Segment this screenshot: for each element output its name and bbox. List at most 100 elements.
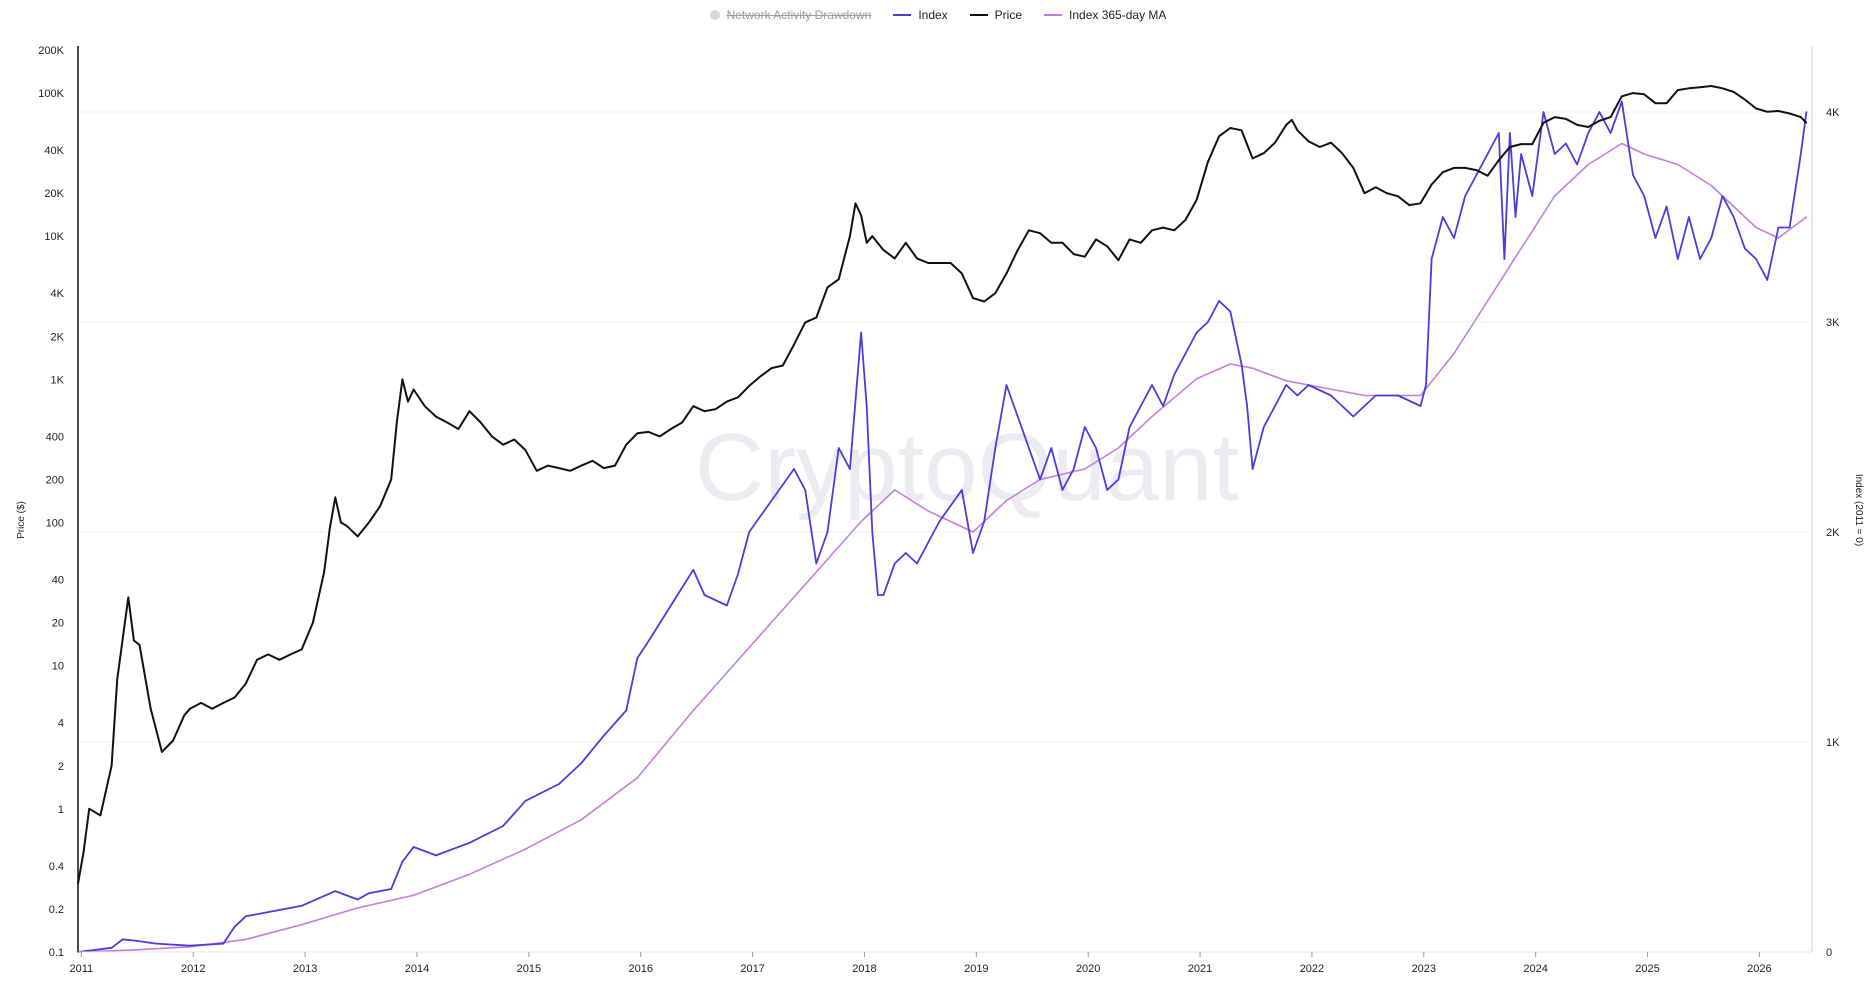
data-point: [211, 708, 213, 710]
data-point: [1039, 478, 1041, 481]
data-point: [1699, 258, 1701, 260]
legend-item-2[interactable]: Price: [969, 8, 1022, 22]
data-point: [1503, 258, 1506, 260]
data-point: [1162, 405, 1164, 407]
data-point: [1486, 174, 1489, 177]
data-point: [345, 524, 348, 527]
data-point: [1251, 157, 1254, 160]
right-tick-label: 2K: [1826, 527, 1840, 539]
data-point: [1587, 132, 1590, 134]
data-point: [1632, 174, 1634, 176]
data-point: [1486, 300, 1489, 302]
x-tick-label: 2015: [517, 963, 541, 975]
data-point: [1274, 141, 1276, 144]
data-point: [865, 405, 868, 407]
data-point: [1766, 111, 1769, 113]
data-point: [1184, 219, 1187, 221]
data-point: [1755, 107, 1757, 110]
data-point: [1140, 405, 1142, 407]
data-point: [1777, 226, 1780, 229]
gridlines: [78, 111, 1812, 743]
data-point: [1464, 167, 1466, 169]
data-point: [916, 257, 918, 260]
data-point: [1777, 110, 1780, 112]
data-point: [396, 421, 398, 424]
data-point: [468, 410, 471, 413]
data-point: [647, 640, 650, 642]
data-point: [949, 262, 952, 264]
data-point: [1721, 195, 1724, 197]
data-point: [1028, 447, 1030, 449]
data-point: [1095, 447, 1097, 449]
data-point: [726, 400, 728, 403]
data-point: [972, 552, 974, 554]
data-point: [200, 702, 202, 704]
data-point: [580, 464, 583, 467]
data-point: [1598, 120, 1601, 122]
data-point: [681, 421, 683, 424]
data-point: [356, 535, 359, 538]
left-tick-label: 1: [58, 804, 64, 816]
x-tick-label: 2012: [181, 963, 205, 975]
data-point: [658, 435, 661, 438]
data-point: [972, 531, 974, 533]
data-point: [994, 292, 997, 295]
data-point: [1352, 415, 1355, 418]
data-point: [692, 569, 695, 571]
data-point: [703, 594, 706, 596]
legend-item-3[interactable]: Index 365-day MA: [1044, 8, 1166, 22]
data-point: [1229, 127, 1232, 129]
data-point: [289, 653, 292, 656]
data-point: [1419, 405, 1422, 407]
data-point: [1117, 259, 1120, 262]
data-point: [368, 521, 370, 524]
data-point: [580, 762, 583, 764]
data-point: [759, 375, 762, 378]
data-point: [547, 464, 549, 467]
legend-item-0[interactable]: Network Activity Drawdown: [709, 8, 871, 22]
data-point: [1386, 192, 1388, 194]
data-point: [1374, 186, 1377, 188]
data-point: [1665, 205, 1668, 208]
data-point: [1430, 183, 1433, 186]
data-point: [804, 321, 806, 324]
data-point: [446, 421, 449, 424]
data-point: [826, 286, 829, 289]
data-point: [407, 400, 409, 403]
data-point: [1654, 102, 1657, 104]
data-point: [1621, 100, 1623, 103]
data-point: [1005, 384, 1008, 386]
data-point: [1732, 216, 1735, 218]
data-point: [1677, 258, 1679, 260]
data-point: [865, 242, 868, 244]
data-point: [748, 385, 750, 387]
data-point: [390, 888, 393, 890]
data-point: [1744, 98, 1746, 101]
data-point: [849, 235, 851, 237]
data-point: [149, 708, 152, 710]
data-point: [1374, 394, 1377, 397]
data-point: [189, 944, 191, 947]
data-point: [1531, 195, 1534, 197]
data-point: [300, 905, 303, 907]
data-point: [737, 573, 739, 575]
data-point: [88, 808, 90, 810]
data-point: [300, 648, 303, 651]
x-tick-label: 2011: [70, 963, 94, 975]
data-point: [871, 235, 874, 237]
data-point: [893, 489, 896, 491]
data-point: [815, 562, 818, 565]
data-point: [1251, 367, 1254, 370]
data-point: [312, 621, 314, 624]
x-tick-label: 2019: [964, 963, 988, 975]
data-point: [328, 528, 331, 530]
data-point: [1654, 237, 1657, 239]
data-point: [1565, 118, 1567, 120]
data-point: [1263, 426, 1265, 428]
data-point: [1050, 447, 1053, 449]
data-point: [1643, 153, 1645, 155]
legend-item-1[interactable]: Index: [893, 8, 948, 22]
data-point: [1688, 216, 1690, 218]
data-point: [916, 562, 918, 565]
data-point: [245, 938, 247, 941]
